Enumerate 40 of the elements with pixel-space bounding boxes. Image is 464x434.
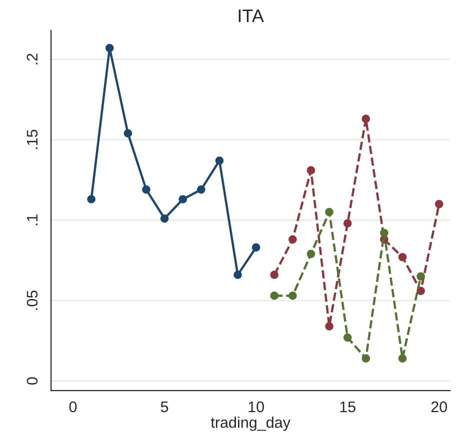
point bbox=[398, 252, 407, 262]
x-tick-label: 5 bbox=[160, 402, 168, 412]
point bbox=[178, 195, 187, 204]
point bbox=[362, 354, 370, 363]
y-tick-label: 0 bbox=[26, 377, 38, 385]
x-tick-label: 20 bbox=[431, 401, 447, 412]
x-axis-title: trading_day bbox=[210, 416, 290, 431]
x-tick-label: 0 bbox=[69, 401, 77, 412]
point bbox=[416, 272, 425, 281]
point bbox=[306, 250, 316, 258]
point bbox=[398, 354, 407, 363]
point bbox=[270, 270, 279, 279]
y-tick-label: .2 bbox=[26, 54, 38, 64]
point bbox=[142, 185, 150, 194]
point bbox=[270, 292, 279, 300]
x-tick-label: 15 bbox=[340, 402, 356, 412]
x-tick-label: 10 bbox=[248, 401, 264, 412]
y-tick-label: .15 bbox=[26, 130, 38, 149]
point bbox=[288, 292, 297, 300]
y-tick-label: .05 bbox=[26, 290, 38, 310]
point bbox=[160, 214, 169, 223]
point bbox=[252, 243, 260, 252]
point bbox=[215, 156, 224, 165]
point bbox=[434, 200, 444, 208]
point bbox=[105, 44, 114, 52]
point bbox=[343, 333, 352, 342]
point bbox=[234, 270, 242, 279]
point bbox=[196, 185, 206, 194]
point bbox=[306, 166, 316, 174]
point bbox=[362, 114, 370, 123]
point bbox=[325, 208, 334, 216]
point bbox=[87, 195, 96, 204]
point bbox=[124, 129, 132, 138]
point bbox=[416, 286, 425, 296]
point bbox=[343, 219, 352, 228]
point bbox=[325, 322, 334, 330]
point bbox=[380, 228, 388, 238]
chart-title: ITA bbox=[238, 10, 264, 22]
point bbox=[288, 235, 297, 244]
y-tick-label: .1 bbox=[26, 214, 38, 226]
